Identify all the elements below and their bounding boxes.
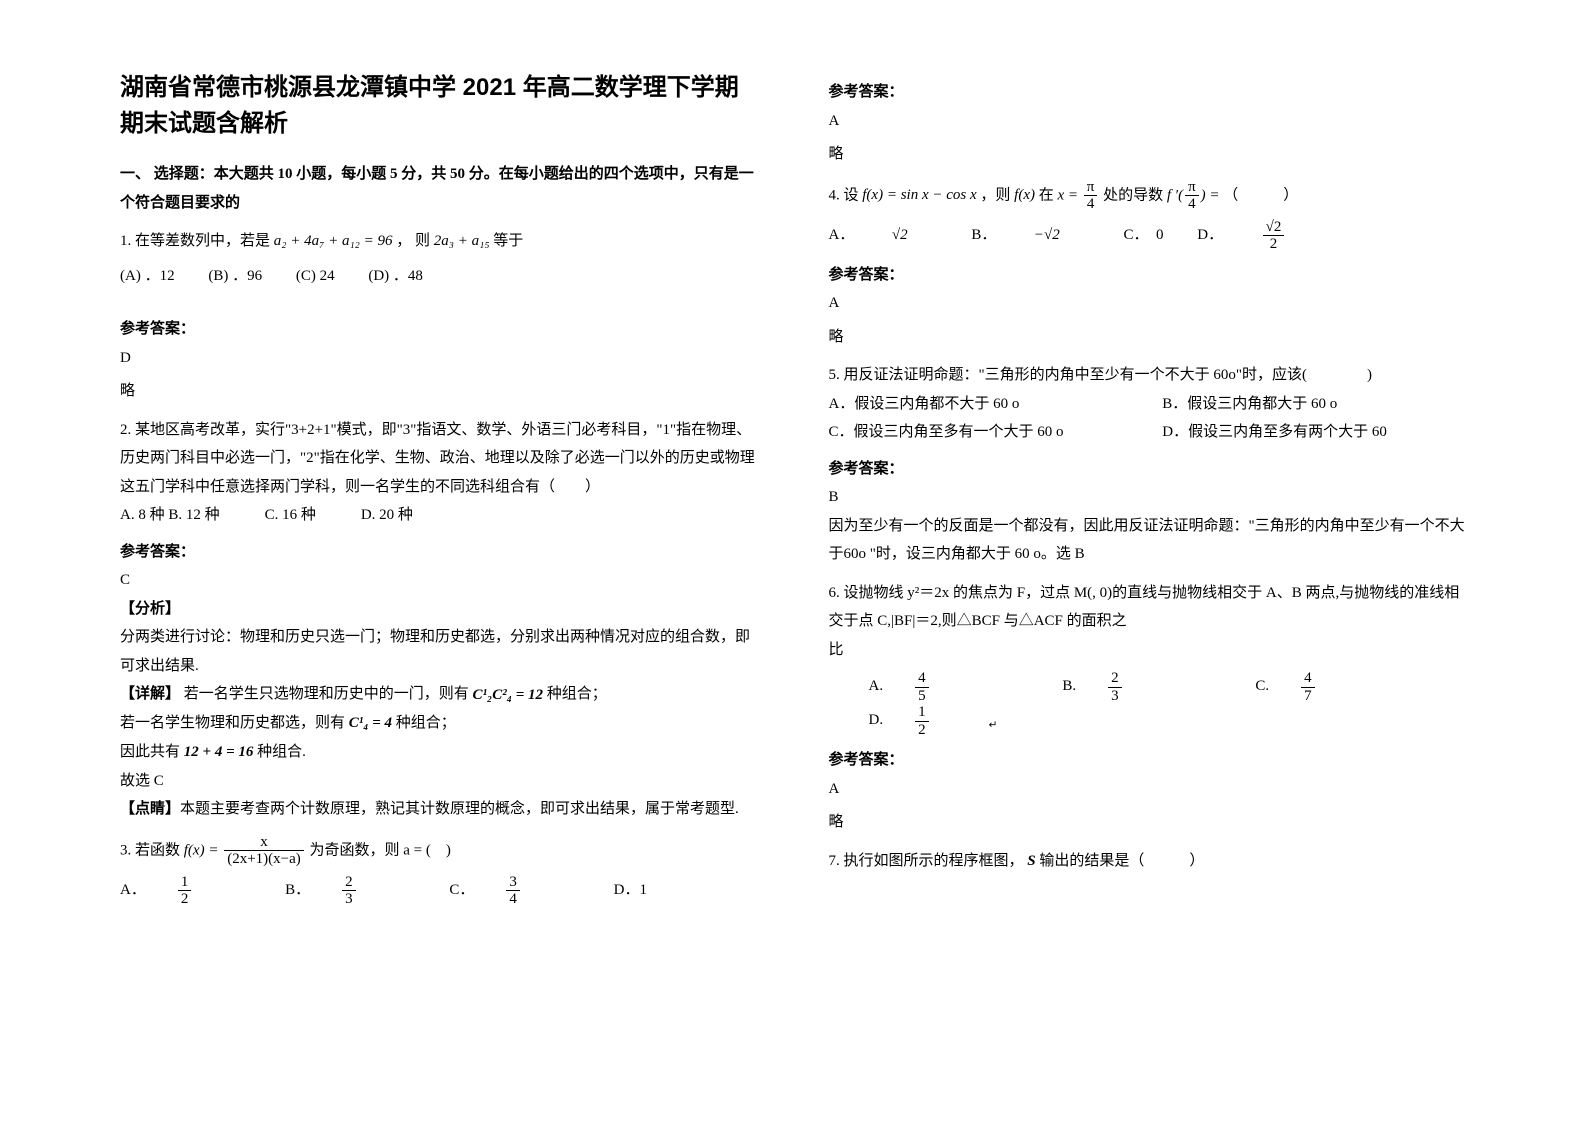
q1-note: 略 bbox=[120, 377, 759, 406]
q6-note: 略 bbox=[829, 808, 1468, 837]
q3-note: 略 bbox=[829, 140, 1468, 169]
q5-optA: A．假设三内角都不大于 60 o bbox=[829, 390, 1159, 419]
q4-mid2: 在 bbox=[1039, 187, 1054, 203]
q7-var: S bbox=[1027, 847, 1035, 876]
question-1: 1. 在等差数列中，若是 a₂ + 4a₇ + a₁₂ = 96 ， 则 2a₃… bbox=[120, 227, 759, 256]
q6-answer-label: 参考答案： bbox=[829, 746, 1468, 775]
q3-optD: D．1 bbox=[614, 882, 647, 898]
q5-optD: D．假设三内角至多有两个大于 60 bbox=[1162, 424, 1387, 440]
q4-stem-post: （ ） bbox=[1223, 187, 1298, 203]
q6-optD: D.12↵ bbox=[869, 712, 998, 728]
q6-answer: A bbox=[829, 775, 1468, 804]
q3-optC: C．34 bbox=[449, 882, 580, 898]
page-title: 湖南省常德市桃源县龙潭镇中学 2021 年高二数学理下学期期末试题含解析 bbox=[120, 70, 759, 142]
section-head: 一、 选择题：本大题共 10 小题，每小题 5 分，共 50 分。在每小题给出的… bbox=[120, 160, 759, 217]
q2-detail1-pre: 若一名学生只选物理和历史中的一门，则有 bbox=[184, 686, 469, 702]
q2-detail1-post: 种组合； bbox=[547, 686, 607, 702]
question-6: 6. 设抛物线 y²＝2x 的焦点为 F，过点 M(, 0)的直线与抛物线相交于… bbox=[829, 579, 1468, 636]
q1-formula2: 2a₃ + a₁₅ bbox=[434, 227, 490, 256]
q2-analysis: 分两类进行讨论：物理和历史只选一门；物理和历史都选，分别求出两种情况对应的组合数… bbox=[120, 623, 759, 680]
q2-detail3-formula: 12 + 4 = 16 bbox=[184, 738, 254, 767]
q4-stem-pre: 4. 设 bbox=[829, 187, 859, 203]
q1-options: (A) ．12 (B) ．96 (C) 24 (D) ．48 bbox=[120, 262, 759, 291]
q4-formula2: f(x) bbox=[1014, 181, 1035, 210]
q5-explain: 因为至少有一个的反面是一个都没有，因此用反证法证明命题："三角形的内角中至少有一… bbox=[829, 512, 1468, 569]
q7-stem-post: 输出的结果是（ ） bbox=[1039, 853, 1204, 869]
q2-analysis-label: 【分析】 bbox=[120, 595, 759, 624]
q6-optC: C.47 bbox=[1255, 678, 1374, 694]
q2-detail-row1: 【详解】 若一名学生只选物理和历史中的一门，则有 C¹₂C²₄ = 12 种组合… bbox=[120, 680, 759, 709]
q5-optC: C．假设三内角至多有一个大于 60 o bbox=[829, 418, 1159, 447]
q6-optB: B.23 bbox=[1062, 678, 1181, 694]
q4-optA: A． √2 bbox=[829, 227, 938, 243]
q1-stem-mid: ， 则 bbox=[396, 233, 430, 249]
q2-answer-label: 参考答案： bbox=[120, 538, 759, 567]
q4-options: A． √2 B． −√2 C． 0 D． √22 bbox=[829, 219, 1468, 253]
q2-detail1-formula: C¹₂C²₄ = 12 bbox=[473, 681, 544, 710]
q4-answer: A bbox=[829, 289, 1468, 318]
q2-answer: C bbox=[120, 566, 759, 595]
q3-answer-label: 参考答案： bbox=[829, 78, 1468, 107]
q4-mid3: 处的导数 bbox=[1103, 187, 1163, 203]
q4-x-val: x = π4 bbox=[1058, 179, 1100, 213]
q1-optD: (D) ．48 bbox=[368, 268, 423, 284]
question-3: 3. 若函数 f(x) = x(2x+1)(x−a) 为奇函数，则 a = ( … bbox=[120, 834, 759, 868]
q4-answer-label: 参考答案： bbox=[829, 261, 1468, 290]
q1-optB: (B) ．96 bbox=[208, 268, 262, 284]
q1-answer-label: 参考答案： bbox=[120, 315, 759, 344]
q2-detail-row2: 若一名学生物理和历史都选，则有 C¹₄ = 4 种组合； bbox=[120, 709, 759, 738]
q2-dianping: 【点睛】本题主要考查两个计数原理，熟记其计数原理的概念，即可求出结果，属于常考题… bbox=[120, 795, 759, 824]
question-2: 2. 某地区高考改革，实行"3+2+1"模式，即"3"指语文、数学、外语三门必考… bbox=[120, 416, 759, 502]
q2-dianping-text: 本题主要考查两个计数原理，熟记其计数原理的概念，即可求出结果，属于常考题型. bbox=[180, 801, 739, 817]
q2-conclusion: 故选 C bbox=[120, 767, 759, 796]
q5-answer-label: 参考答案： bbox=[829, 455, 1468, 484]
q2-detail-row3: 因此共有 12 + 4 = 16 种组合. bbox=[120, 738, 759, 767]
q3-stem-post: 为奇函数，则 a = ( ) bbox=[310, 842, 451, 858]
q2-detail3-post: 种组合. bbox=[257, 744, 306, 760]
q1-answer: D bbox=[120, 344, 759, 373]
q4-formula1: f(x) = sin x − cos x bbox=[862, 181, 976, 210]
question-7: 7. 执行如图所示的程序框图， S 输出的结果是（ ） bbox=[829, 847, 1468, 876]
q2-options: A. 8 种 B. 12 种 C. 16 种 D. 20 种 bbox=[120, 501, 759, 530]
q4-optD: D． √22 bbox=[1197, 227, 1344, 243]
q5-optB: B．假设三内角都大于 60 o bbox=[1162, 396, 1337, 412]
q1-formula1: a₂ + 4a₇ + a₁₂ = 96 bbox=[274, 227, 393, 256]
q4-fprime: f ′(π4) = bbox=[1167, 179, 1220, 213]
q5-answer: B bbox=[829, 483, 1468, 512]
q3-optA: A．12 bbox=[120, 882, 251, 898]
q6-optA: A.45 bbox=[869, 678, 989, 694]
q1-stem-post: 等于 bbox=[493, 233, 523, 249]
q1-stem-pre: 1. 在等差数列中，若是 bbox=[120, 233, 270, 249]
q4-optC: C． 0 bbox=[1123, 227, 1163, 243]
q3-answer: A bbox=[829, 107, 1468, 136]
question-5: 5. 用反证法证明命题："三角形的内角中至少有一个不大于 60o"时，应该( ) bbox=[829, 361, 1468, 390]
q3-stem-pre: 3. 若函数 bbox=[120, 842, 180, 858]
q4-mid1: ，则 bbox=[980, 187, 1010, 203]
q3-formula: f(x) = x(2x+1)(x−a) bbox=[184, 834, 306, 868]
q4-optB: B． −√2 bbox=[971, 227, 1089, 243]
q1-optC: (C) 24 bbox=[296, 268, 335, 284]
q6-options: A.45 B.23 C.47 D.12↵ bbox=[829, 670, 1468, 738]
q5-opt-row2: C．假设三内角至多有一个大于 60 o D．假设三内角至多有两个大于 60 bbox=[829, 418, 1468, 447]
q3-optB: B．23 bbox=[285, 882, 416, 898]
q2-detail2-formula: C¹₄ = 4 bbox=[349, 709, 392, 738]
q2-detail-label: 【详解】 bbox=[120, 686, 180, 702]
q6-stem2: 比 bbox=[829, 636, 1468, 665]
q2-dianping-label: 【点睛】 bbox=[120, 801, 180, 817]
question-4: 4. 设 f(x) = sin x − cos x ，则 f(x) 在 x = … bbox=[829, 179, 1468, 213]
q3-options: A．12 B．23 C．34 D．1 bbox=[120, 874, 759, 908]
q2-detail2-pre: 若一名学生物理和历史都选，则有 bbox=[120, 715, 345, 731]
q1-optA: (A) ．12 bbox=[120, 268, 175, 284]
q4-note: 略 bbox=[829, 323, 1468, 352]
q5-opt-row1: A．假设三内角都不大于 60 o B．假设三内角都大于 60 o bbox=[829, 390, 1468, 419]
q2-detail2-post: 种组合； bbox=[396, 715, 456, 731]
q7-stem-pre: 7. 执行如图所示的程序框图， bbox=[829, 853, 1024, 869]
q2-detail3-pre: 因此共有 bbox=[120, 744, 180, 760]
